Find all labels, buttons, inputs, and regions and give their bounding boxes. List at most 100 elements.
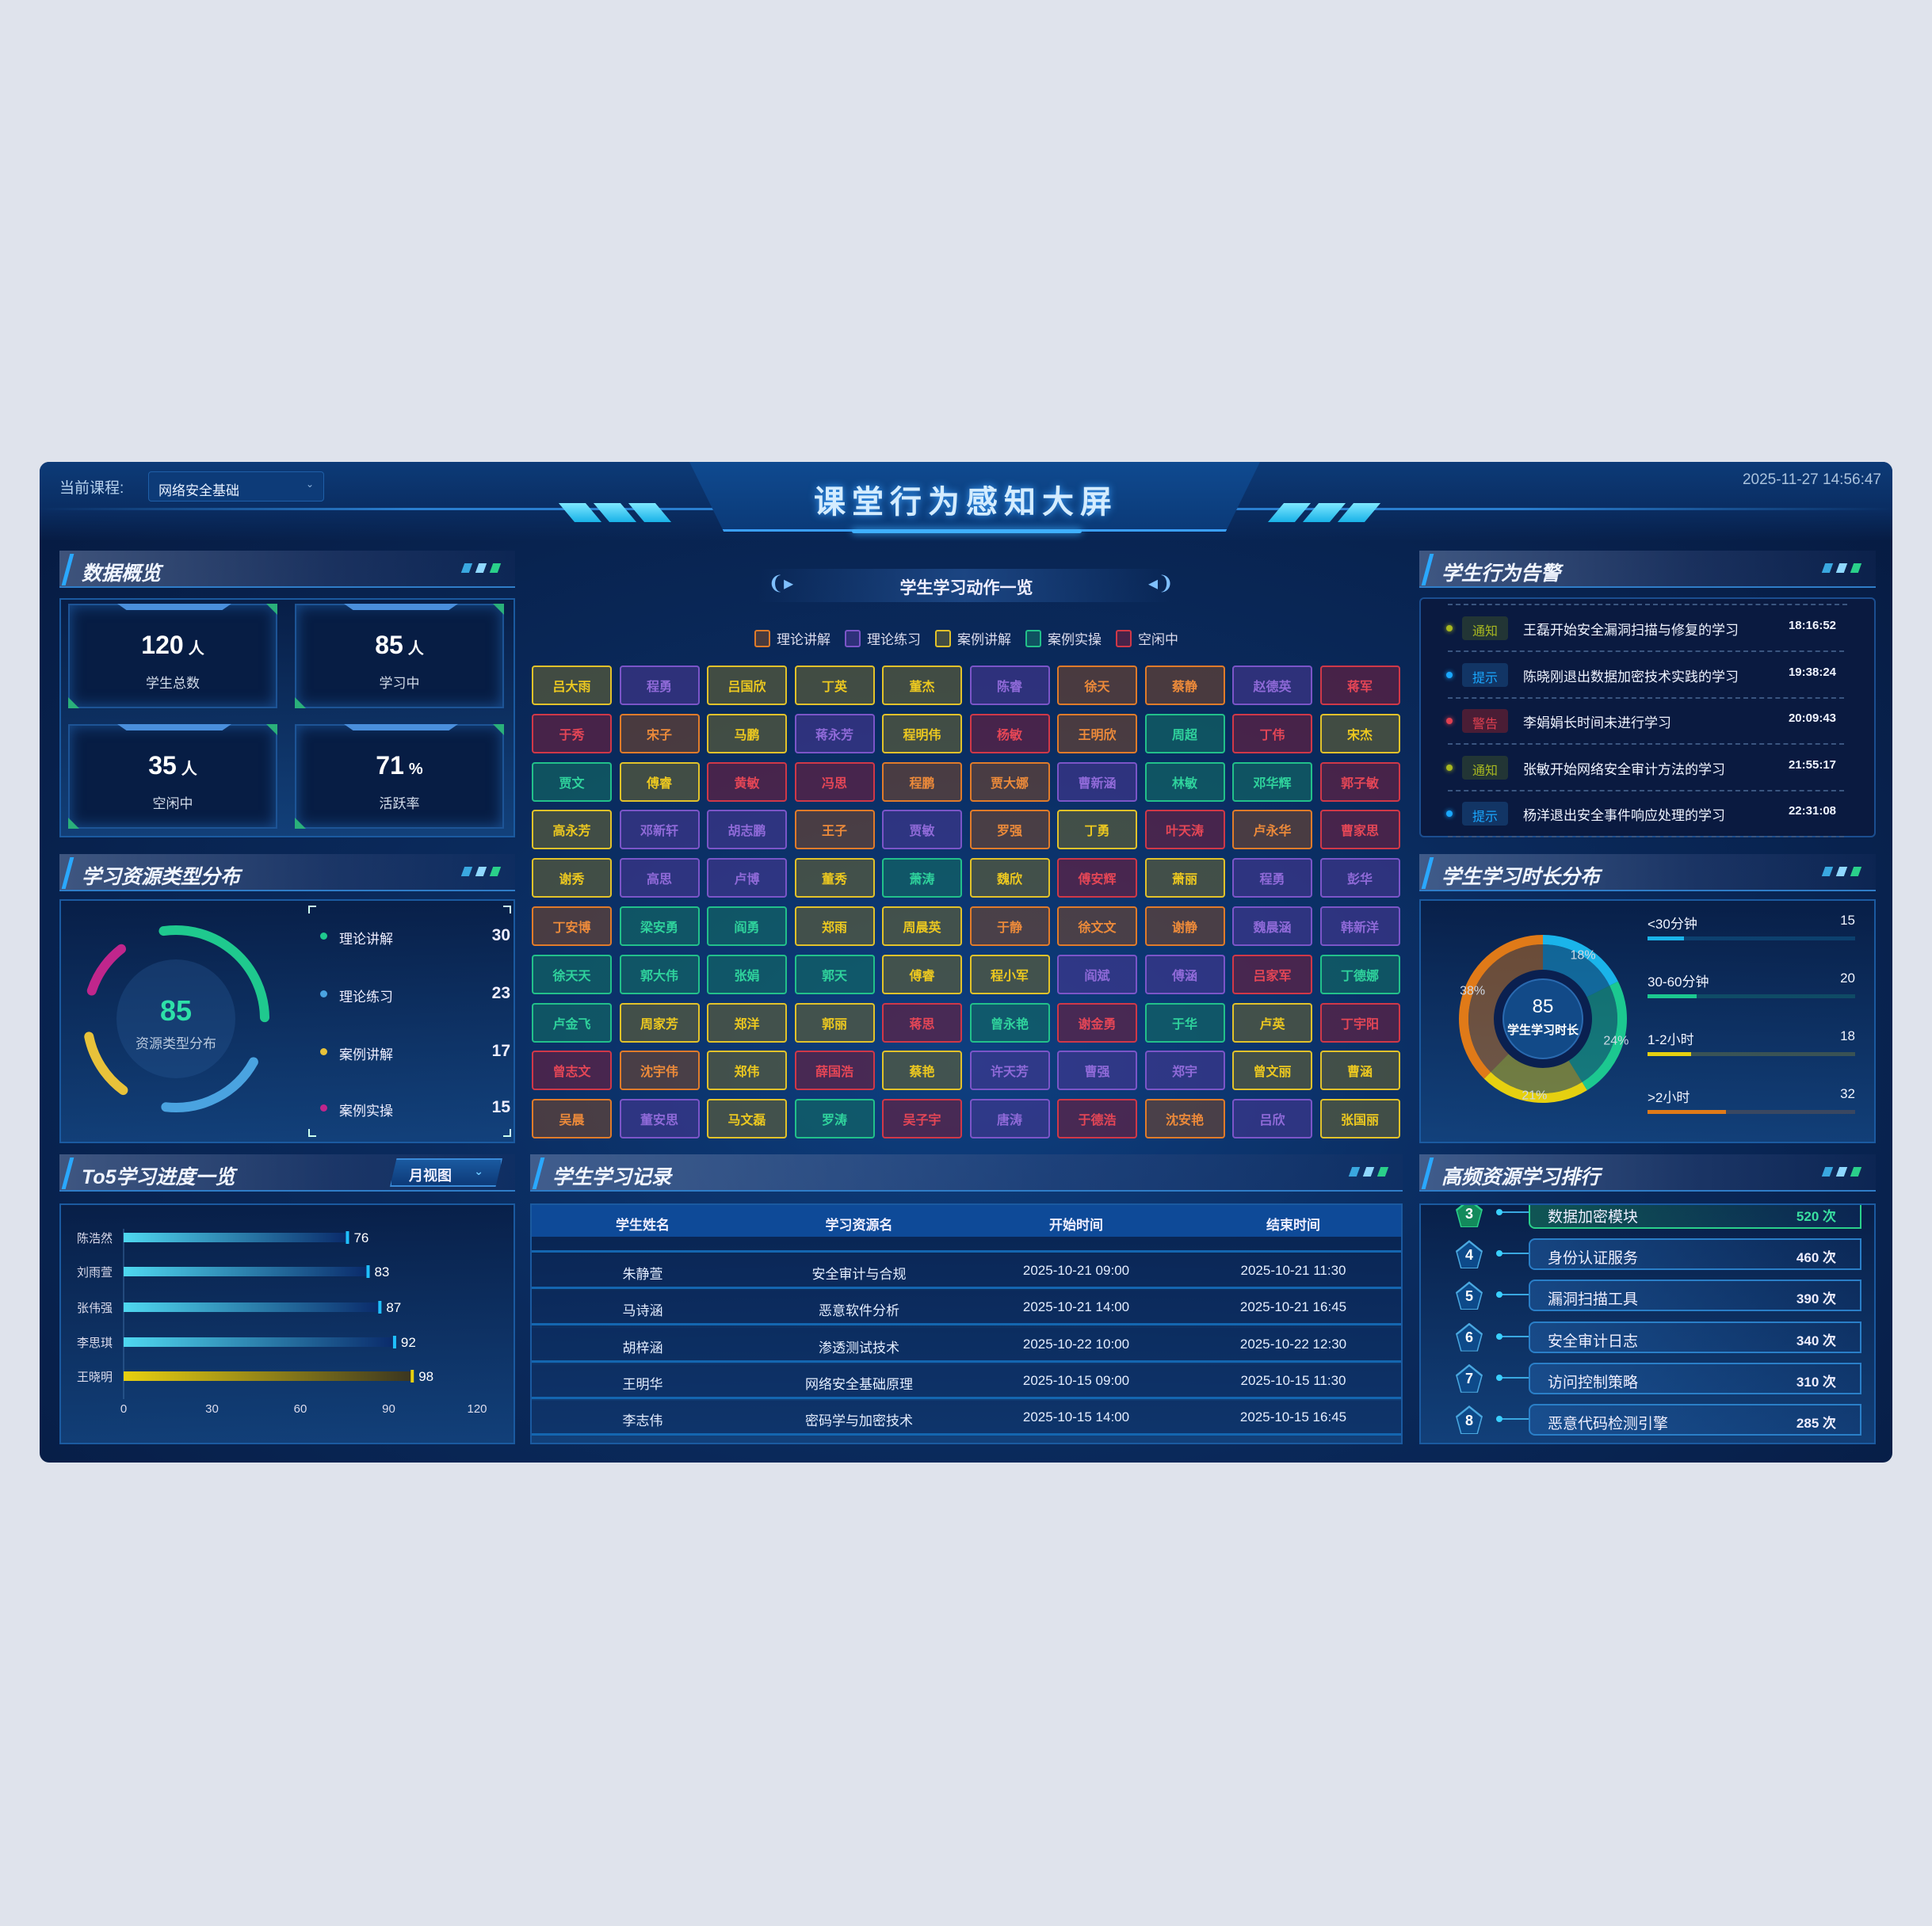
student-cell[interactable]: 徐天天 [532,954,612,994]
student-cell[interactable]: 高思 [619,858,700,898]
student-cell[interactable]: 赵德英 [1232,666,1312,705]
student-cell[interactable]: 傅睿 [619,761,700,802]
student-cell[interactable]: 吕家军 [1232,954,1312,994]
student-cell[interactable]: 沈安艳 [1144,1099,1225,1139]
ranking-item[interactable]: 7 访问控制策略 310 次 [1421,1361,1874,1396]
student-cell[interactable]: 沈宇伟 [619,1051,700,1091]
student-cell[interactable]: 董杰 [882,666,962,705]
student-cell[interactable]: 魏欣 [969,858,1050,898]
next-arrow-icon[interactable]: ◂❩ [1148,573,1174,594]
alert-item[interactable]: 提示 杨洋退出安全事件响应处理的学习 22:31:08 [1432,791,1860,837]
student-cell[interactable]: 于静 [969,906,1050,946]
student-cell[interactable]: 宋子 [619,713,700,753]
student-cell[interactable]: 丁德娜 [1319,954,1400,994]
ranking-item[interactable]: 5 漏洞扫描工具 390 次 [1421,1278,1874,1313]
student-cell[interactable]: 蒋永芳 [794,713,875,753]
legend-item-idle[interactable]: 空闲中 [1116,628,1178,648]
student-cell[interactable]: 宋杰 [1319,713,1400,753]
student-cell[interactable]: 郑宇 [1144,1051,1225,1091]
student-cell[interactable]: 程勇 [619,666,700,705]
student-cell[interactable]: 郭丽 [794,1002,875,1043]
student-cell[interactable]: 郭天 [794,954,875,994]
legend-item-practice[interactable]: 理论练习 [845,628,921,648]
student-cell[interactable]: 郑伟 [707,1051,787,1091]
student-cell[interactable]: 张娟 [707,954,787,994]
student-cell[interactable]: 曾永艳 [969,1002,1050,1043]
student-cell[interactable]: 林敏 [1144,761,1225,802]
student-cell[interactable]: 程勇 [1232,858,1312,898]
student-cell[interactable]: 丁安博 [532,906,612,946]
student-cell[interactable]: 蔡艳 [882,1051,962,1091]
student-cell[interactable]: 黄敏 [707,761,787,802]
alert-item[interactable]: 通知 张敏开始网络安全审计方法的学习 21:55:17 [1432,746,1860,791]
student-cell[interactable]: 薛国浩 [794,1051,875,1091]
student-cell[interactable]: 吕大雨 [532,666,612,705]
student-cell[interactable]: 郭大伟 [619,954,700,994]
student-cell[interactable]: 曹涵 [1319,1051,1400,1091]
student-cell[interactable]: 丁勇 [1057,810,1137,850]
alert-item[interactable]: 警告 李娟娟长时间未进行学习 20:09:43 [1432,699,1860,745]
student-cell[interactable]: 贾敏 [882,810,962,850]
legend-item-lab[interactable]: 案例实操 [1025,628,1102,648]
student-cell[interactable]: 郭子敏 [1319,761,1400,802]
student-cell[interactable]: 韩新洋 [1319,906,1400,946]
column-header[interactable]: 开始时间 [1049,1218,1103,1233]
student-cell[interactable]: 徐天 [1057,666,1137,705]
student-cell[interactable]: 罗强 [969,810,1050,850]
column-header[interactable]: 学生姓名 [616,1218,670,1233]
student-cell[interactable]: 吴晨 [532,1099,612,1139]
student-cell[interactable]: 董安思 [619,1099,700,1139]
student-cell[interactable]: 萧丽 [1144,858,1225,898]
student-cell[interactable]: 卢博 [707,858,787,898]
student-cell[interactable]: 杨敏 [969,713,1050,753]
student-cell[interactable]: 程鹏 [882,761,962,802]
table-row[interactable]: 李志伟 密码学与加密技术 2025-10-15 14:00 2025-10-15 16… [532,1401,1401,1436]
student-cell[interactable]: 卢金飞 [532,1002,612,1043]
student-cell[interactable]: 高永芳 [532,810,612,850]
alert-item[interactable]: 提示 陈晓刚退出数据加密技术实践的学习 19:38:24 [1432,653,1860,699]
table-row[interactable]: 胡梓涵 渗透测试技术 2025-10-22 10:00 2025-10-22 12:3… [532,1327,1401,1363]
ranking-item[interactable]: 6 安全审计日志 340 次 [1421,1320,1874,1355]
student-cell[interactable]: 谢静 [1144,906,1225,946]
student-cell[interactable]: 曾志文 [532,1051,612,1091]
student-cell[interactable]: 吕欣 [1232,1099,1312,1139]
student-cell[interactable]: 萧涛 [882,858,962,898]
student-cell[interactable]: 傅涵 [1144,954,1225,994]
student-cell[interactable]: 于秀 [532,713,612,753]
student-cell[interactable]: 周超 [1144,713,1225,753]
student-cell[interactable]: 蒋思 [882,1002,962,1043]
student-cell[interactable]: 谢金勇 [1057,1002,1137,1043]
table-row[interactable]: 朱静萱 安全审计与合规 2025-10-21 09:00 2025-10-21 11:… [532,1254,1401,1289]
table-row[interactable]: 王明华 网络安全基础原理 2025-10-15 09:00 2025-10-15 11… [532,1363,1401,1399]
column-header[interactable]: 学习资源名 [825,1218,893,1233]
student-cell[interactable]: 曹强 [1057,1051,1137,1091]
course-select[interactable]: 网络安全基础 ⌄ [148,471,324,502]
student-cell[interactable]: 梁安勇 [619,906,700,946]
student-cell[interactable]: 于华 [1144,1002,1225,1043]
student-cell[interactable]: 王明欣 [1057,713,1137,753]
student-cell[interactable]: 吕国欣 [707,666,787,705]
student-cell[interactable]: 卢英 [1232,1002,1312,1043]
student-cell[interactable]: 彭华 [1319,858,1400,898]
legend-item-case[interactable]: 案例讲解 [935,628,1011,648]
student-cell[interactable]: 郑雨 [794,906,875,946]
student-cell[interactable]: 蔡静 [1144,666,1225,705]
student-cell[interactable]: 卢永华 [1232,810,1312,850]
ranking-item[interactable]: 8 恶意代码检测引擎 285 次 [1421,1402,1874,1437]
student-cell[interactable]: 邓新轩 [619,810,700,850]
student-cell[interactable]: 徐文文 [1057,906,1137,946]
legend-item-lecture[interactable]: 理论讲解 [754,628,830,648]
student-cell[interactable]: 董秀 [794,858,875,898]
student-cell[interactable]: 曹新涵 [1057,761,1137,802]
student-cell[interactable]: 郑洋 [707,1002,787,1043]
prev-arrow-icon[interactable]: ❨▸ [768,573,794,594]
student-cell[interactable]: 罗涛 [794,1099,875,1139]
student-cell[interactable]: 陈睿 [969,666,1050,705]
student-cell[interactable]: 张国丽 [1319,1099,1400,1139]
student-cell[interactable]: 蒋军 [1319,666,1400,705]
student-cell[interactable]: 丁英 [794,666,875,705]
student-cell[interactable]: 周家芳 [619,1002,700,1043]
student-cell[interactable]: 魏晨涵 [1232,906,1312,946]
student-cell[interactable]: 程小军 [969,954,1050,994]
student-cell[interactable]: 丁宇阳 [1319,1002,1400,1043]
